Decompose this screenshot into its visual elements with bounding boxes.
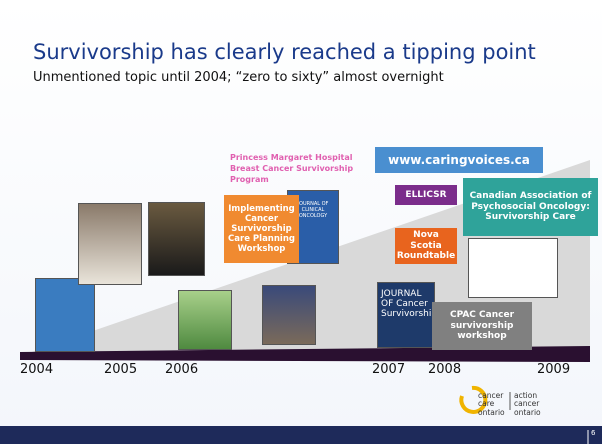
book-cover (35, 278, 95, 352)
slide: Survivorship has clearly reached a tippi… (0, 0, 602, 444)
footer-bar (0, 426, 602, 444)
year-label: 2004 (20, 362, 53, 377)
event-box: ELLICSR (395, 185, 457, 205)
book-cover (262, 285, 316, 345)
year-label: 2008 (428, 362, 461, 377)
book-cover (148, 202, 205, 276)
event-label: Princess Margaret Hospital Breast Cancer… (230, 152, 380, 186)
title: Survivorship has clearly reached a tippi… (33, 40, 536, 64)
book-cover (78, 203, 142, 285)
logo-text: cancer care ontario (478, 392, 508, 417)
year-label: 2006 (165, 362, 198, 377)
year-label: 2007 (372, 362, 405, 377)
year-label: 2009 (537, 362, 570, 377)
logo-text: action cancer ontario (514, 392, 554, 417)
book-cover (178, 290, 232, 350)
year-label: 2005 (104, 362, 137, 377)
event-box: www.caringvoices.ca (375, 147, 543, 173)
page-number: 6 (591, 429, 595, 437)
event-box: Nova Scotia Roundtable (395, 228, 457, 264)
cover-title: JOURNAL OF Cancer Survivorship (381, 289, 431, 319)
subtitle: Unmentioned topic until 2004; “zero to s… (33, 70, 444, 85)
event-box: CPAC Cancer survivorship workshop (432, 302, 532, 350)
logos-image (468, 238, 558, 298)
event-box: Implementing Cancer Survivorship Care Pl… (224, 195, 299, 263)
event-box: Canadian Association of Psychosocial Onc… (463, 178, 598, 236)
journal-cover: JOURNAL OF Cancer Survivorship (377, 282, 435, 348)
